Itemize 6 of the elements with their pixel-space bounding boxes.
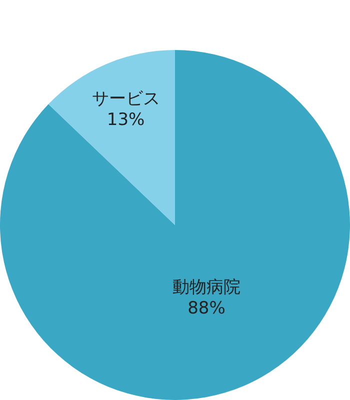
pie-slice [48,50,175,225]
slice-label: サービス [92,89,160,110]
pie-slice [0,50,350,400]
data-label: 88% [188,298,226,319]
slice-label: 動物病院 [172,278,240,298]
data-label: 13% [106,110,145,130]
